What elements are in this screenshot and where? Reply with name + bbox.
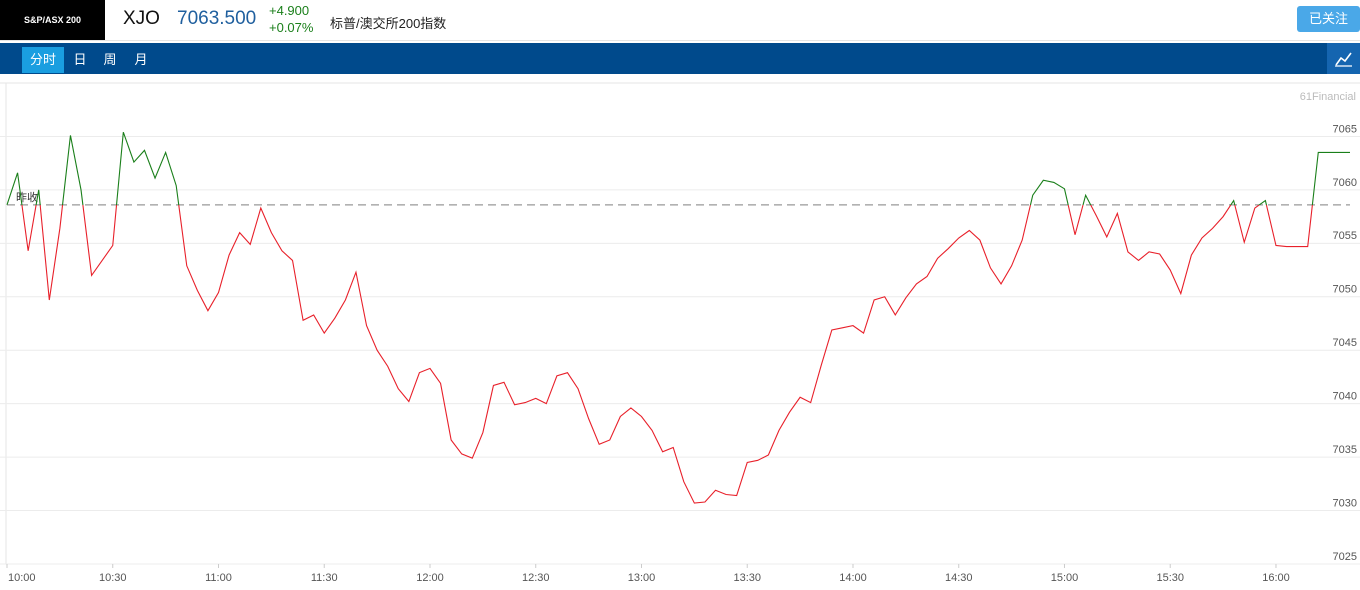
- y-tick-label: 7050: [1333, 284, 1357, 296]
- x-tick-label: 11:00: [205, 572, 232, 584]
- y-tick-label: 7040: [1333, 391, 1357, 403]
- icon: [1335, 52, 1352, 67]
- tab[interactable]: 周: [103, 52, 117, 67]
- logo: S&P/ASX 200: [0, 0, 105, 40]
- tab-bar: 分时 日 周 月: [0, 43, 1360, 74]
- reference-label: 昨收: [16, 190, 38, 204]
- price: 7063.500: [177, 8, 257, 29]
- y-tick-label: 7065: [1333, 123, 1357, 135]
- change: +4.900: [269, 3, 310, 18]
- x-tick-label: 14:00: [839, 572, 867, 584]
- watermark: 61Financial: [1300, 91, 1356, 103]
- follow-button[interactable]: 已关注: [1297, 6, 1360, 32]
- chart: 61Financial 7025 7030 7035 7040 7045 7050 7055…: [0, 82, 1360, 584]
- x-tick-label: 14:30: [945, 572, 973, 584]
- y-tick-label: 7060: [1333, 177, 1357, 189]
- y-tick-label: 7045: [1333, 337, 1357, 349]
- y-tick-label: 7025: [1333, 551, 1357, 563]
- y-tick-label: 7030: [1333, 497, 1357, 509]
- chart-icon[interactable]: [1327, 43, 1360, 74]
- x-tick-label: 12:00: [416, 572, 444, 584]
- x-tick-label: 15:30: [1156, 572, 1184, 584]
- index-name: 标普/澳交所200指数: [330, 16, 447, 31]
- x-tick-label: 16:00: [1262, 572, 1290, 584]
- x-tick-label: 11:30: [311, 572, 338, 584]
- x-tick-label: 10:30: [99, 572, 127, 584]
- symbol: XJO: [123, 8, 160, 29]
- tab[interactable]: 月: [134, 52, 148, 67]
- header: S&P/ASX 200 XJO 7063.500 +4.900 +0.07% 标…: [0, 0, 1360, 41]
- change-pct: +0.07%: [269, 20, 314, 35]
- tab[interactable]: 日: [73, 52, 87, 67]
- price-line: [6, 131, 1350, 504]
- y-tick-label: 7035: [1333, 444, 1357, 456]
- x-tick-label: 12:30: [522, 572, 550, 584]
- x-tick-label: 13:30: [733, 572, 761, 584]
- x-tick-label: 10:00: [8, 572, 36, 584]
- y-tick-label: 7055: [1333, 230, 1357, 242]
- x-tick-label: 13:00: [628, 572, 656, 584]
- x-tick-label: 15:00: [1051, 572, 1079, 584]
- tab[interactable]: 分时: [22, 47, 64, 73]
